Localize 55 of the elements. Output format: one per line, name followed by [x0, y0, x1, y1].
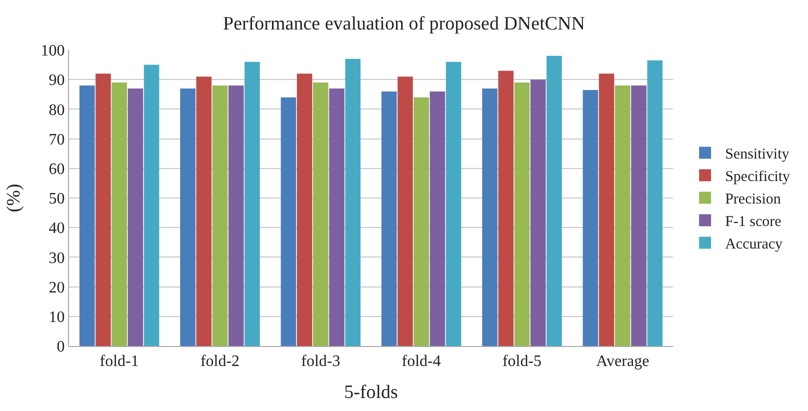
y-tick-label: 90 [48, 72, 65, 90]
x-tick-label: fold-5 [502, 353, 542, 370]
bar [530, 80, 546, 346]
x-tick-label: Average [596, 353, 650, 370]
y-tick-label: 60 [48, 161, 65, 178]
bar [430, 91, 446, 346]
bar [112, 82, 127, 346]
y-tick-label: 30 [48, 250, 65, 267]
y-tick-label: 10 [48, 309, 65, 326]
bar [144, 64, 160, 346]
bar [514, 82, 530, 346]
bar [180, 88, 196, 346]
chart-title: Performance evaluation of proposed DNetCNN [223, 14, 586, 35]
legend-label: Specificity [725, 169, 791, 186]
y-tick-label: 0 [56, 338, 65, 356]
bar [296, 74, 312, 346]
legend-label: Accuracy [725, 236, 784, 253]
y-tick-label: 20 [48, 279, 65, 296]
bar [615, 86, 630, 346]
bar [381, 91, 397, 346]
y-tick-label: 70 [48, 131, 65, 148]
bar [96, 74, 111, 346]
bar [244, 62, 260, 346]
x-axis-title: 5-folds [344, 382, 398, 403]
x-tick-label: fold-2 [200, 353, 240, 370]
y-axis-title: (%) [4, 184, 25, 212]
bar [482, 88, 498, 346]
bar [414, 97, 429, 346]
bar [329, 88, 344, 346]
x-tick-label: fold-4 [402, 353, 441, 370]
x-tick-label: fold-1 [100, 353, 139, 370]
bar [212, 86, 228, 346]
bar [345, 58, 361, 346]
bar [546, 56, 562, 346]
legend-label: Sensitivity [725, 146, 790, 163]
y-tick-label: 100 [40, 42, 65, 60]
y-tick-label: 40 [48, 220, 65, 238]
legend-label: F-1 score [725, 214, 782, 230]
y-tick-label: 50 [48, 190, 65, 208]
x-tick-label: fold-3 [301, 353, 340, 370]
bar [313, 82, 328, 346]
bar [647, 60, 663, 346]
bar [446, 62, 462, 346]
bar [631, 86, 646, 346]
bar [196, 76, 212, 346]
y-tick-label: 80 [48, 102, 65, 119]
bar [598, 74, 614, 346]
bar [228, 86, 244, 346]
legend-label: Precision [725, 192, 782, 208]
bar [79, 86, 95, 346]
bar [398, 76, 413, 346]
bar [582, 90, 598, 346]
bar [280, 97, 296, 346]
bar [498, 70, 514, 346]
bar [128, 88, 144, 346]
